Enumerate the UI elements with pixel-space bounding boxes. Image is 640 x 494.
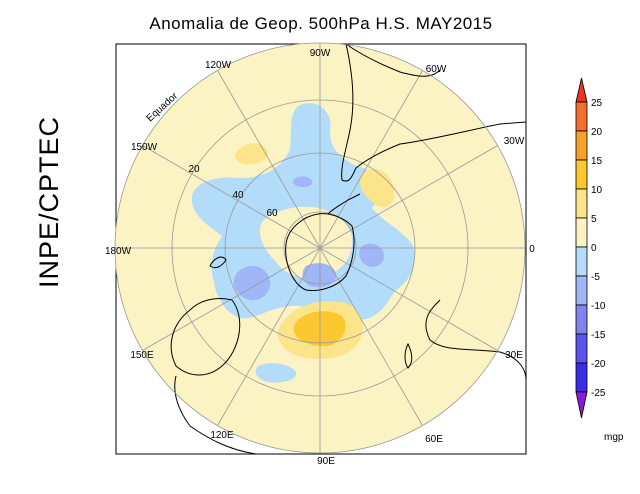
lon-label-60e: 60E (425, 434, 443, 445)
lon-label-90e: 90E (317, 456, 335, 467)
antarctic-peninsula (327, 193, 361, 215)
lon-label-60w: 60W (426, 64, 447, 75)
colorbar-tick-neg25: -25 (591, 388, 606, 399)
anomaly-fields (191, 103, 415, 383)
colorbar-bin-neg10-neg5 (575, 275, 588, 306)
coastlines (170, 43, 527, 455)
colorbar-tick-25: 25 (591, 98, 603, 109)
colorbar-bin-neg20-neg15 (575, 333, 588, 364)
colorbar-arrow-top (575, 77, 588, 103)
lon-label-90w: 90W (310, 48, 331, 59)
lon-label-120w: 120W (205, 60, 232, 71)
lon-label-0: 0 (529, 244, 535, 255)
negative-anomaly-patch-south (255, 363, 297, 383)
equator-circle (114, 42, 526, 454)
colorbar-tick-neg5: -5 (591, 272, 600, 283)
inner-positive-region (259, 206, 353, 279)
lon-label-180w: 180W (105, 246, 132, 257)
madagascar-coast (404, 342, 413, 369)
colorbar-bin-15-20 (575, 130, 588, 161)
colorbar-bin-5-10 (575, 188, 588, 219)
colorbar (575, 77, 588, 419)
colorbar-ticks: 25 20 15 10 5 0 -5 -10 -15 -20 -25 (591, 98, 606, 399)
colorbar-tick-5: 5 (591, 214, 597, 225)
positive-anomaly-south-america (360, 168, 395, 208)
colorbar-tick-15: 15 (591, 156, 603, 167)
lon-label-30w: 30W (504, 136, 525, 147)
negative-core-pacific (292, 176, 313, 187)
lat-label-60: 60 (266, 208, 278, 219)
asia-coast (174, 375, 257, 455)
positive-anomaly-pacific (235, 143, 268, 165)
map-title: Anomalia de Geop. 500hPa H.S. MAY2015 (149, 14, 493, 33)
colorbar-unit: mgp (604, 432, 624, 443)
colorbar-tick-10: 10 (591, 185, 603, 196)
colorbar-tick-0: 0 (591, 243, 597, 254)
positive-core-south-indian (293, 311, 346, 347)
colorbar-arrow-bottom (575, 391, 588, 419)
new-zealand-coast (209, 256, 227, 269)
negative-core-atlantic (359, 243, 384, 267)
south-america-coast (341, 43, 527, 182)
colorbar-tick-neg10: -10 (591, 301, 606, 312)
colorbar-bin-neg25-neg20 (575, 362, 588, 393)
colorbar-tick-neg15: -15 (591, 330, 606, 341)
negative-core-indian (233, 265, 271, 301)
negative-core-pole (302, 263, 337, 288)
colorbar-bin-10-15 (575, 159, 588, 190)
lon-label-120e: 120E (210, 430, 234, 441)
lon-label-150e: 150E (130, 350, 154, 361)
colorbar-bin-20-25 (575, 101, 588, 132)
australia-coast (170, 297, 241, 376)
graticule (115, 43, 525, 453)
africa-coast (425, 299, 527, 381)
lat-label-40: 40 (232, 190, 244, 201)
lat-label-20: 20 (188, 164, 200, 175)
colorbar-tick-20: 20 (591, 127, 603, 138)
colorbar-bin-0-5 (575, 217, 588, 248)
colorbar-bin-neg5-0 (575, 246, 588, 277)
antarctica-coast (285, 213, 355, 291)
colorbar-tick-neg20: -20 (591, 359, 606, 370)
lon-label-150w: 150W (131, 142, 158, 153)
colorbar-bin-neg15-neg10 (575, 304, 588, 335)
lon-label-30e: 30E (505, 350, 523, 361)
